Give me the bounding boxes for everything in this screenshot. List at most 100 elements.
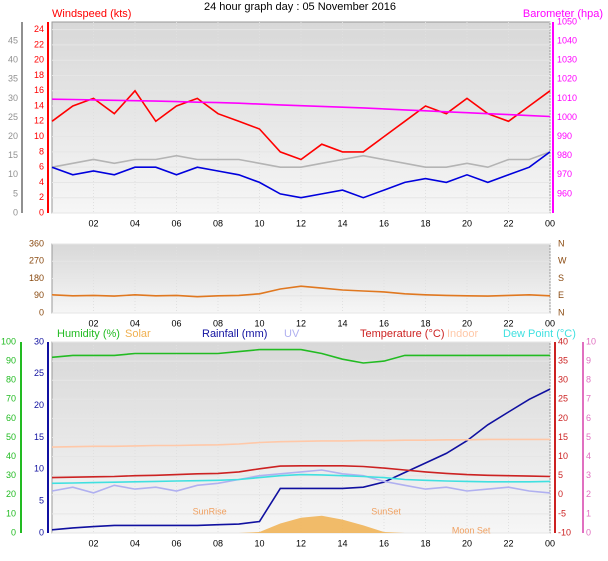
y-tick-label: 16	[34, 85, 44, 95]
x-tick-label: 08	[213, 538, 223, 548]
y4-tick-label: 4	[586, 451, 591, 461]
y3-tick-label: 15	[8, 150, 18, 160]
y2-axis-label: Barometer (hpa)	[523, 8, 603, 20]
y2-tick-label: 960	[557, 188, 572, 198]
y3-tick-label: 30	[8, 93, 18, 103]
y-tick-label: 40	[6, 451, 16, 461]
y2-tick-label: -10	[558, 527, 571, 537]
y3-tick-label: 35	[8, 74, 18, 84]
y-tick-label: 0	[39, 307, 44, 317]
y-tick-label: 20	[34, 55, 44, 65]
y3-tick-label: 40	[8, 55, 18, 65]
y3-tick-label: 10	[8, 169, 18, 179]
y3-tick-label: 20	[8, 131, 18, 141]
y3-tick-label: 5	[13, 188, 18, 198]
y3-tick-label: 10	[34, 464, 44, 474]
legend-entry: Dew Point (°C)	[503, 328, 576, 340]
legend-entry: Solar	[125, 328, 151, 340]
x-tick-label: 20	[462, 218, 472, 228]
series-line	[51, 151, 551, 199]
series-line	[51, 98, 551, 118]
series-line	[51, 89, 551, 161]
legend-entry: Humidity (%)	[57, 328, 120, 340]
y2-tick-label: 1000	[557, 112, 577, 122]
y2-tick-label: 10	[558, 451, 568, 461]
y4-tick-label: 0	[586, 527, 591, 537]
y-tick-label: 270	[29, 256, 44, 266]
y-tick-label: 50	[6, 432, 16, 442]
y-tick-label: 20	[6, 489, 16, 499]
y-tick-label: 60	[6, 413, 16, 423]
x-tick-label: 00	[545, 318, 555, 328]
y4-tick-label: 3	[586, 470, 591, 480]
x-tick-label: 14	[337, 318, 347, 328]
y-tick-label: 0	[11, 527, 16, 537]
y3-tick-label: 0	[13, 207, 18, 217]
x-tick-label: 04	[130, 318, 140, 328]
x-tick-label: 08	[213, 318, 223, 328]
y2-tick-label: W	[558, 256, 567, 266]
y4-tick-label: 6	[586, 413, 591, 423]
y3-tick-label: 15	[34, 432, 44, 442]
y-tick-label: 80	[6, 375, 16, 385]
y2-tick-label: 35	[558, 355, 568, 365]
y-tick-label: 70	[6, 394, 16, 404]
y2-tick-label: N	[558, 307, 565, 317]
x-tick-label: 04	[130, 538, 140, 548]
x-tick-label: 22	[503, 538, 513, 548]
x-tick-label: 10	[254, 538, 264, 548]
y-tick-label: 0	[39, 207, 44, 217]
y4-tick-label: 10	[586, 336, 596, 346]
y3-tick-label: 30	[34, 336, 44, 346]
y2-tick-label: N	[558, 238, 565, 248]
y-tick-label: 30	[6, 470, 16, 480]
y3-tick-label: 5	[39, 496, 44, 506]
series-line	[51, 151, 551, 169]
y-tick-label: 100	[1, 336, 16, 346]
x-tick-label: 10	[254, 218, 264, 228]
series-line	[51, 465, 551, 479]
y-tick-label: 6	[39, 162, 44, 172]
y-tick-label: 14	[34, 100, 44, 110]
y3-tick-label: 45	[8, 35, 18, 45]
y-tick-label: 90	[6, 355, 16, 365]
x-tick-label: 12	[296, 538, 306, 548]
legend-entry: Rainfall (mm)	[202, 328, 267, 340]
y2-tick-label: 30	[558, 375, 568, 385]
y-axis-label: Windspeed (kts)	[52, 8, 131, 20]
x-tick-label: 06	[171, 218, 181, 228]
x-tick-label: 08	[213, 218, 223, 228]
x-tick-label: 16	[379, 218, 389, 228]
y2-tick-label: S	[558, 273, 564, 283]
series-line	[51, 388, 551, 531]
y2-tick-label: 1050	[557, 16, 577, 26]
y2-tick-label: 20	[558, 413, 568, 423]
y2-tick-label: 1010	[557, 93, 577, 103]
x-tick-label: 06	[171, 318, 181, 328]
y4-tick-label: 8	[586, 375, 591, 385]
y2-tick-label: 0	[558, 489, 563, 499]
y-tick-label: 8	[39, 146, 44, 156]
y-tick-label: 90	[34, 290, 44, 300]
x-tick-label: 22	[503, 318, 513, 328]
y-tick-label: 10	[34, 131, 44, 141]
series-line	[51, 469, 551, 494]
x-tick-label: 12	[296, 218, 306, 228]
y3-tick-label: 25	[8, 112, 18, 122]
y-tick-label: 22	[34, 39, 44, 49]
y2-tick-label: E	[558, 290, 564, 300]
y-tick-label: 180	[29, 273, 44, 283]
x-tick-label: 02	[88, 218, 98, 228]
y-tick-label: 24	[34, 24, 44, 34]
y2-tick-label: -5	[558, 508, 566, 518]
y2-tick-label: 1020	[557, 74, 577, 84]
y4-tick-label: 7	[586, 394, 591, 404]
y2-tick-label: 1030	[557, 55, 577, 65]
y3-tick-label: 20	[34, 400, 44, 410]
x-tick-label: 18	[420, 318, 430, 328]
annotation: SunRise	[193, 506, 227, 516]
x-tick-label: 20	[462, 318, 472, 328]
y2-tick-label: 15	[558, 432, 568, 442]
x-tick-label: 16	[379, 318, 389, 328]
y2-tick-label: 5	[558, 470, 563, 480]
